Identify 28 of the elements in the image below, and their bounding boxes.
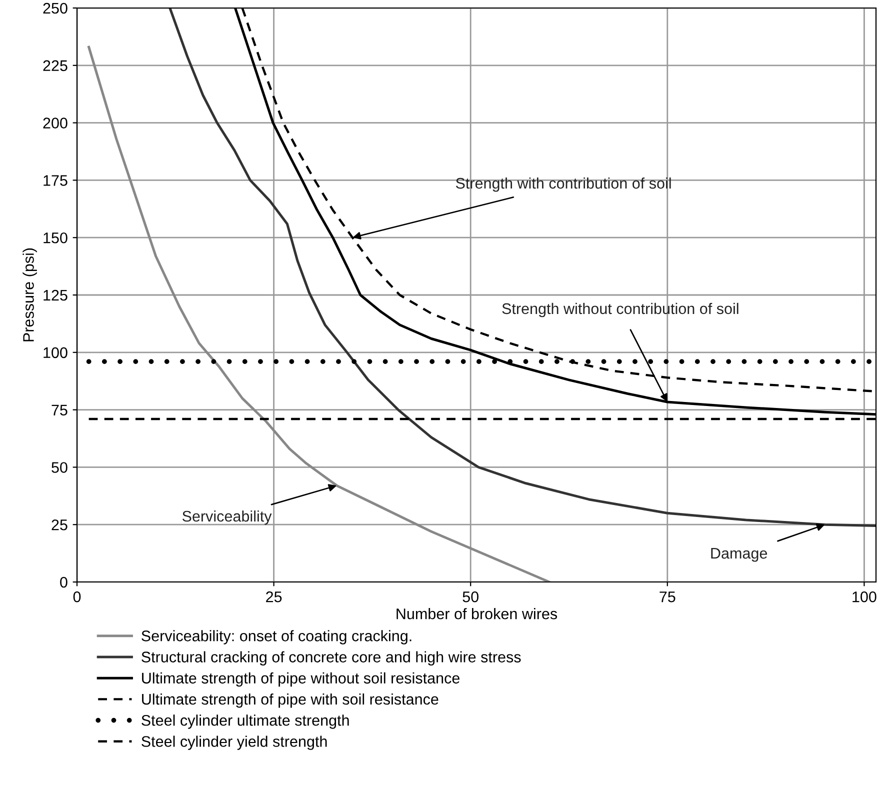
y-tick-label: 250 — [43, 2, 68, 14]
y-tick-label: 25 — [52, 519, 68, 530]
y-tick-label: 125 — [44, 290, 68, 301]
x-tick-label: 0 — [73, 591, 81, 602]
y-tick-label: 200 — [43, 118, 68, 128]
y-tick-label: 100 — [44, 347, 68, 358]
legend-label: Structural cracking of concrete core and high wire stress — [142, 651, 521, 666]
x-axis-title: Number of broken wires — [396, 608, 558, 620]
annotation: Strength with contribution of soil — [456, 177, 671, 192]
y-tick-label: 0 — [60, 576, 68, 588]
y-tick-label: 150 — [44, 232, 68, 244]
y-tick-label: 75 — [52, 404, 68, 416]
annotation: Strength without contribution of soil — [502, 302, 738, 318]
legend-label: Steel cylinder yield strength — [142, 736, 327, 750]
x-tick-label: 75 — [660, 592, 676, 602]
annotation: Damage — [711, 548, 768, 562]
x-tick-label: 25 — [266, 591, 282, 602]
legend-label: Ultimate strength of pipe with soil resistance — [142, 693, 438, 708]
y-tick-label: 50 — [52, 462, 68, 473]
y-tick-label: 175 — [44, 175, 68, 186]
x-tick-label: 100 — [852, 591, 876, 602]
x-tick-label: 50 — [462, 591, 478, 602]
legend-label: Serviceability: onset of coating cracking. — [142, 630, 412, 644]
legend-label: Ultimate strength of pipe without soil resistance — [142, 672, 460, 687]
annotation: Serviceability — [182, 510, 272, 525]
y-tick-label: 225 — [43, 60, 68, 72]
y-axis-title: Pressure (psi) — [22, 248, 37, 342]
legend-label: Steel cylinder ultimate strength — [142, 714, 349, 729]
